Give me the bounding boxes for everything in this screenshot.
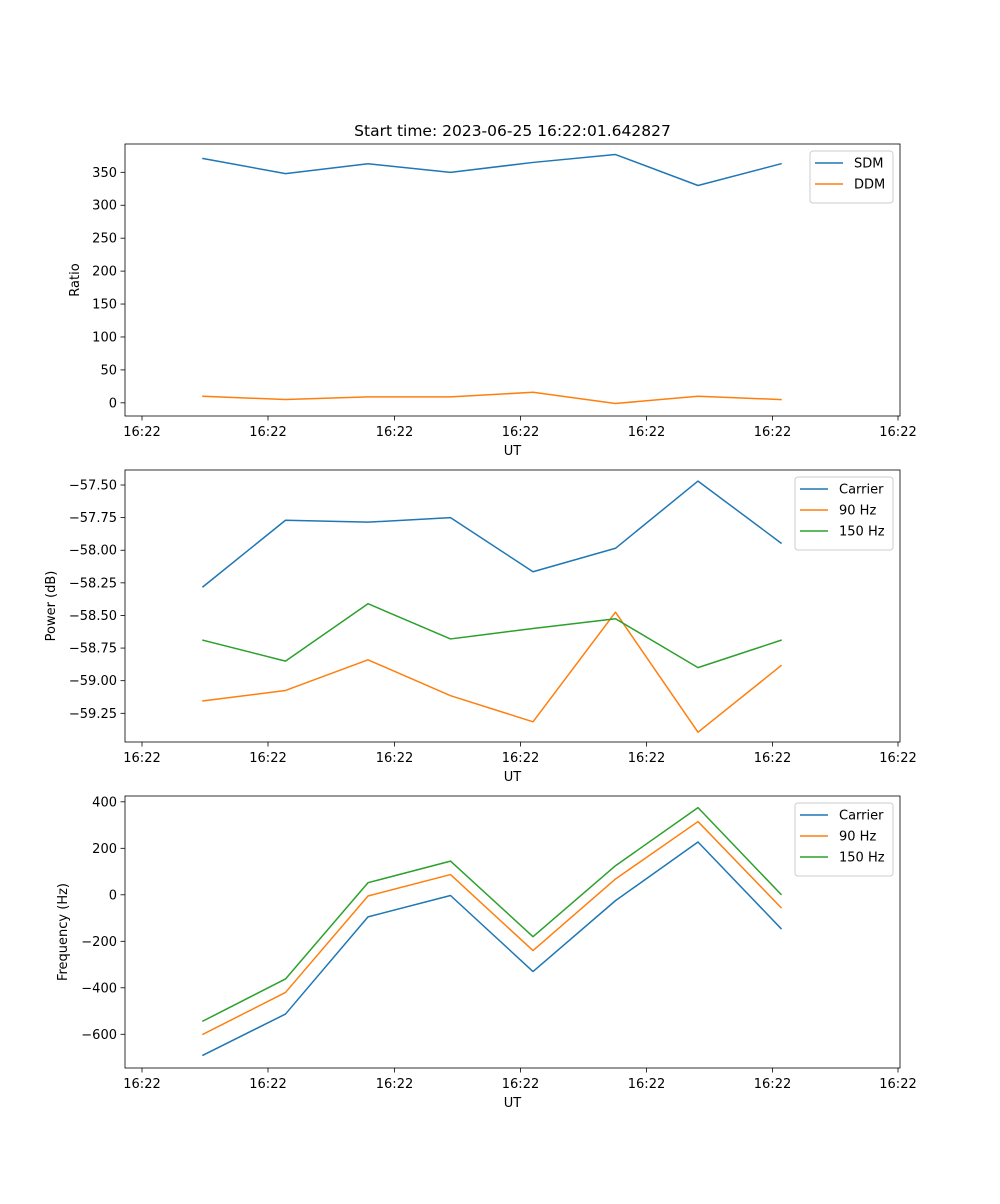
legend-label: 150 Hz [839, 851, 885, 866]
x-tick-label: 16:22 [628, 1077, 665, 1092]
subplot-1: 16:22 16:22 16:22 16:22 16:22 16:22 16:22 0 50 10… [68, 143, 917, 459]
x-tick-label: 16:22 [879, 1077, 916, 1092]
y-axis-label: Ratio [68, 263, 83, 296]
axes-frame [124, 795, 901, 1069]
legend-label: DDM [854, 178, 885, 193]
y-tick-label: 0 [109, 888, 117, 903]
subplot-3: 16:22 16:22 16:22 16:22 16:22 16:22 16:22 −600 −… [56, 795, 917, 1111]
legend-label: 150 Hz [839, 525, 885, 540]
y-tick-label: −200 [81, 935, 117, 950]
x-tick-label: 16:22 [123, 751, 160, 766]
y-tick-label: −58.25 [69, 576, 117, 591]
legend: Carrier 90 Hz 150 Hz [794, 476, 894, 551]
legend-label: 90 Hz [839, 830, 876, 845]
x-tick-label: 16:22 [123, 425, 160, 440]
x-tick-label: 16:22 [249, 425, 286, 440]
y-tick-label: 400 [92, 795, 117, 810]
x-tick-label: 16:22 [754, 1077, 791, 1092]
series-line-3-2 [201, 820, 783, 1036]
x-tick-label: 16:22 [249, 1077, 286, 1092]
x-tick-label: 16:22 [376, 425, 413, 440]
x-tick-label: 16:22 [502, 1077, 539, 1092]
x-axis-label: UT [504, 444, 522, 459]
y-tick-label: 100 [92, 330, 117, 345]
y-tick-label: 0 [109, 396, 117, 411]
y-tick-label: −400 [81, 981, 117, 996]
legend-label: 90 Hz [839, 504, 876, 519]
series-line-2-3 [202, 602, 782, 669]
legend-label: Carrier [839, 809, 884, 824]
y-tick-label: 200 [92, 842, 117, 857]
legend-label: SDM [854, 157, 883, 172]
x-tick-label: 16:22 [502, 751, 539, 766]
x-tick-label: 16:22 [879, 751, 916, 766]
legend-box [809, 150, 894, 204]
y-tick-label: 250 [92, 232, 117, 247]
y-tick-label: 200 [92, 265, 117, 280]
y-tick-label: 50 [100, 363, 117, 378]
x-tick-label: 16:22 [754, 751, 791, 766]
x-tick-label: 16:22 [754, 425, 791, 440]
y-tick-label: 300 [92, 199, 117, 214]
y-tick-label: −58.50 [69, 609, 117, 624]
y-tick-label: −58.75 [69, 642, 117, 657]
x-tick-label: 16:22 [249, 751, 286, 766]
y-tick-label: −59.25 [69, 707, 117, 722]
subplot-2: 16:22 16:22 16:22 16:22 16:22 16:22 16:22 −59.2… [44, 469, 917, 785]
y-tick-label: −57.50 [69, 479, 117, 494]
series-line-1-1 [202, 153, 782, 187]
series-line-3-1 [201, 841, 783, 1057]
x-tick-label: 16:22 [628, 751, 665, 766]
y-tick-label: −59.00 [69, 674, 117, 689]
y-tick-label: −58.00 [69, 544, 117, 559]
series-line-1-2 [202, 391, 782, 405]
series-line-2-1 [201, 480, 783, 588]
x-axis-label: UT [504, 1096, 522, 1111]
x-tick-label: 16:22 [502, 425, 539, 440]
x-tick-label: 16:22 [628, 425, 665, 440]
legend: SDM DDM [809, 150, 894, 204]
y-axis-label: Power (dB) [44, 571, 59, 642]
y-tick-label: 350 [92, 166, 117, 181]
legend-label: Carrier [839, 483, 884, 498]
x-tick-label: 16:22 [123, 1077, 160, 1092]
y-axis-label: Frequency (Hz) [56, 883, 71, 981]
axes-frame [124, 143, 901, 417]
y-tick-label: 150 [92, 298, 117, 313]
y-tick-label: −600 [81, 1028, 117, 1043]
x-tick-label: 16:22 [879, 425, 916, 440]
series-line-2-2 [202, 611, 783, 733]
y-tick-label: −57.75 [69, 511, 117, 526]
x-axis-label: UT [504, 770, 522, 785]
legend: Carrier 90 Hz 150 Hz [794, 802, 894, 877]
axes-frame [124, 469, 901, 743]
series-line-3-3 [201, 806, 783, 1023]
x-tick-label: 16:22 [376, 1077, 413, 1092]
figure-title: Start time: 2023-06-25 16:22:01.642827 [354, 122, 671, 140]
x-tick-label: 16:22 [376, 751, 413, 766]
